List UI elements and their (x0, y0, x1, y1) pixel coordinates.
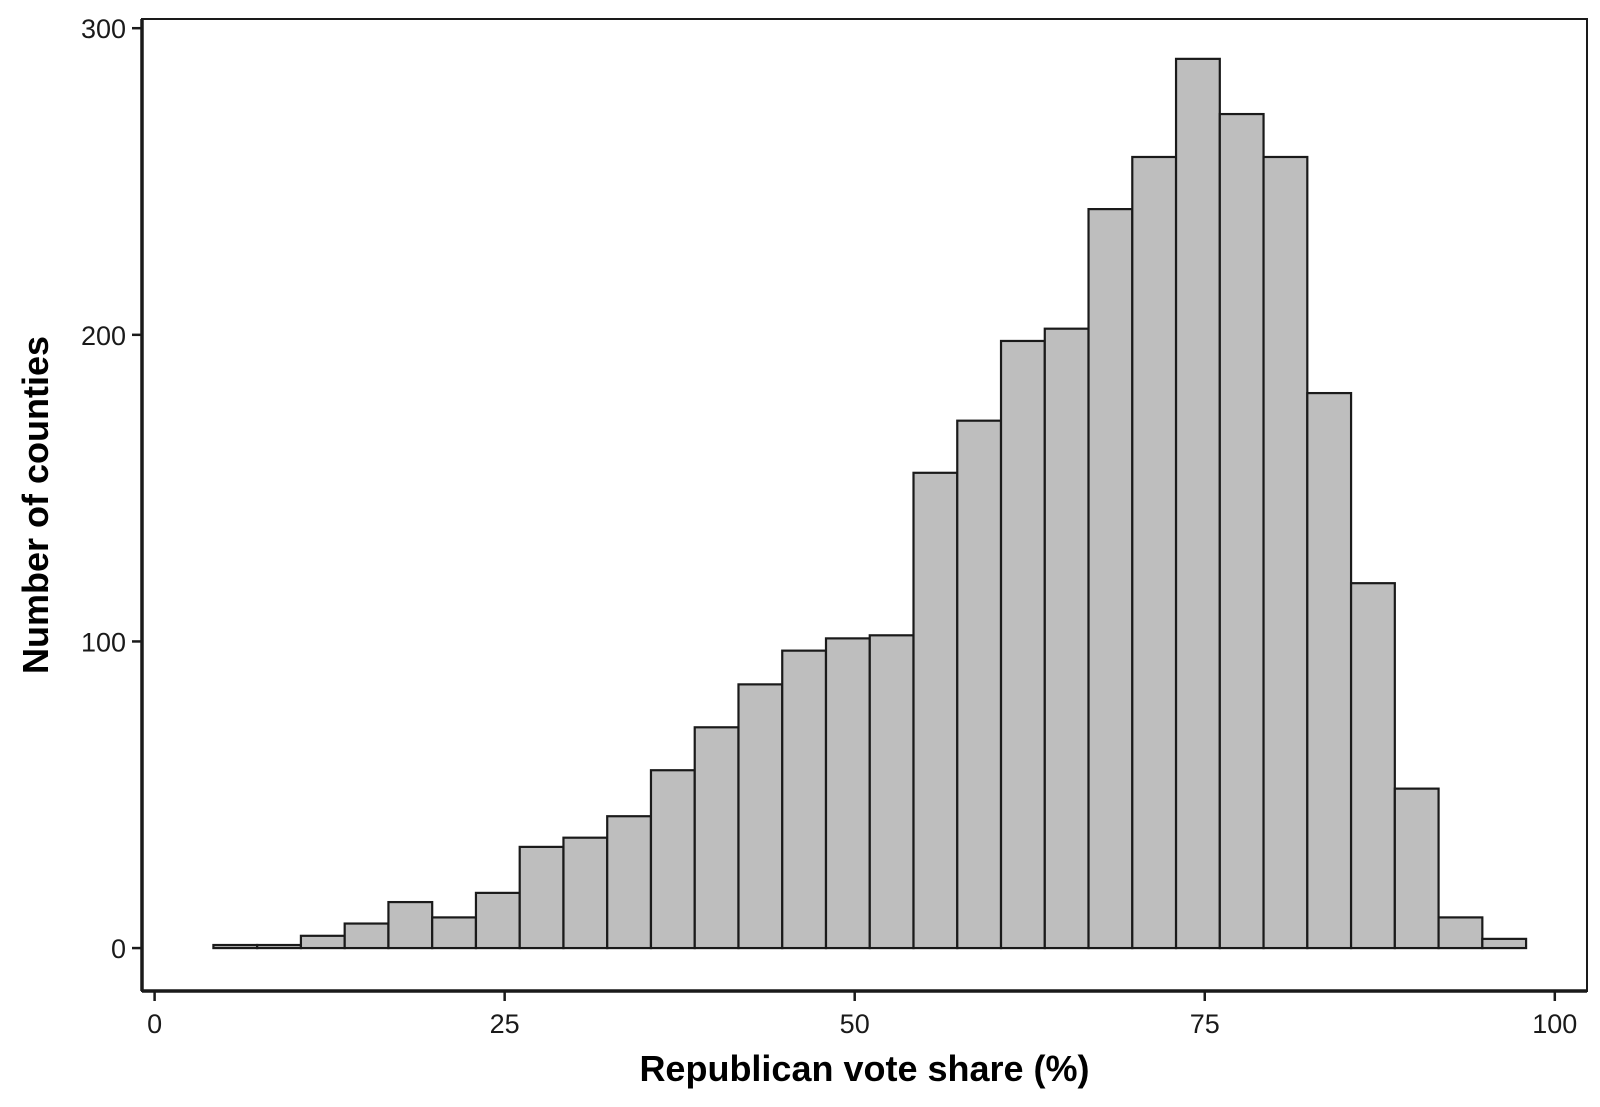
histogram-bar (518, 845, 565, 950)
y-tick-label: 0 (111, 934, 126, 964)
y-axis-title: Number of counties (15, 336, 56, 674)
x-tick-label: 50 (840, 1009, 870, 1039)
histogram-bar (474, 891, 521, 950)
histogram-bar (1306, 391, 1353, 950)
plot-panel-border (141, 18, 1588, 992)
x-tick-label: 25 (490, 1009, 520, 1039)
histogram-bar (606, 815, 653, 950)
y-axis: 0 100 200 300 (81, 14, 144, 991)
y-tick-label: 100 (81, 627, 126, 657)
histogram-bar (256, 943, 303, 950)
histogram-bar (912, 471, 959, 950)
histogram-bar (562, 836, 609, 950)
histogram-bar (431, 916, 478, 950)
y-tick-label: 300 (81, 14, 126, 44)
histogram-bar (1481, 937, 1528, 950)
histogram-bar (1174, 57, 1221, 950)
histogram-bar (1087, 208, 1134, 950)
x-tick-label: 100 (1532, 1009, 1577, 1039)
y-tick-label: 200 (81, 321, 126, 351)
histogram-bar (1218, 112, 1265, 950)
histogram-bar (1393, 787, 1440, 950)
x-axis-title: Republican vote share (%) (639, 1048, 1089, 1089)
histogram-bar (781, 649, 828, 950)
x-tick-label: 75 (1190, 1009, 1220, 1039)
histogram-bar (956, 419, 1003, 950)
x-tick-label: 0 (147, 1009, 162, 1039)
histogram-bar (387, 900, 434, 950)
histogram-bar (1043, 327, 1090, 950)
histogram-bar (868, 634, 915, 950)
bars-group (212, 57, 1528, 950)
histogram-bar (299, 934, 346, 950)
histogram-bar (1131, 155, 1178, 950)
histogram-bar (1437, 916, 1484, 950)
x-axis: 0 25 50 75 100 (142, 989, 1587, 1039)
histogram-bar (1349, 582, 1396, 950)
histogram-bar (343, 922, 390, 950)
histogram-bar (649, 769, 696, 950)
histogram-bar (693, 726, 740, 950)
histogram-bar (212, 943, 259, 950)
histogram-bar (1262, 155, 1309, 950)
histogram-bar (999, 339, 1046, 950)
histogram-bar (737, 683, 784, 950)
histogram-bar (824, 637, 871, 950)
